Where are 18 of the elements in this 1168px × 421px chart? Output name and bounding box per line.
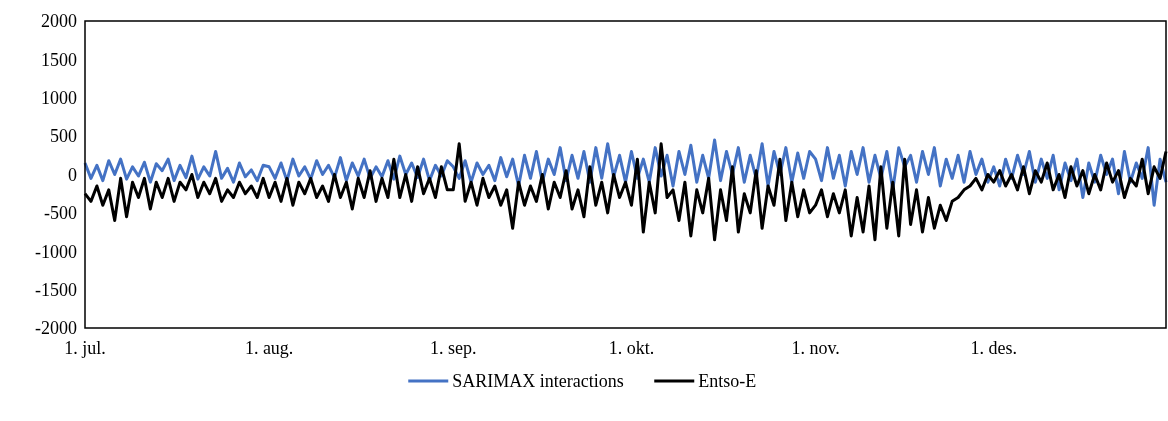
x-tick-label: 1. jul. [64, 338, 106, 358]
y-tick-label: 1500 [41, 49, 77, 70]
y-tick-label: -2000 [35, 318, 77, 339]
y-tick-label: 1000 [41, 88, 77, 109]
y-tick-label: 2000 [41, 11, 77, 32]
x-tick-label: 1. aug. [244, 338, 294, 358]
x-tick-label: 1. des. [970, 338, 1017, 358]
y-tick-label: 0 [68, 164, 77, 185]
y-tick-label: -500 [44, 203, 77, 224]
legend-label: SARIMAX interactions [452, 371, 624, 392]
y-tick-label: 500 [50, 126, 77, 147]
y-tick-label: -1000 [35, 241, 77, 262]
legend-label: Entso-E [698, 371, 757, 392]
x-tick-label: 1. nov. [791, 338, 840, 358]
x-tick-label: 1. sep. [430, 338, 477, 358]
x-tick-label: 1. okt. [608, 338, 655, 358]
y-tick-label: -1500 [35, 279, 77, 300]
line-series [83, 138, 1168, 207]
